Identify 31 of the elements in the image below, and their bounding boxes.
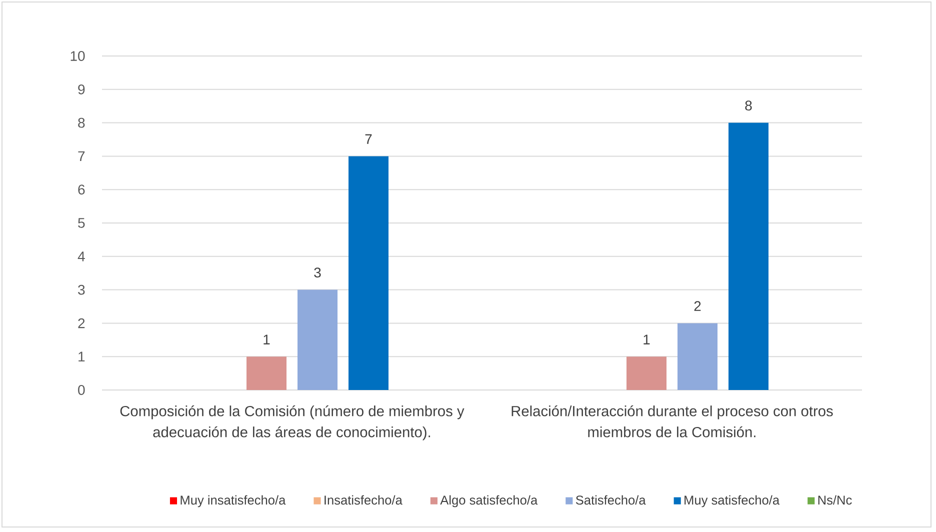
y-tick-label: 5 <box>78 218 85 228</box>
y-tick-label: 0 <box>78 385 85 395</box>
legend-label: Ns/Nc <box>818 495 852 505</box>
data-label: 7 <box>365 134 372 144</box>
data-label: 1 <box>644 334 650 344</box>
legend-label: Algo satisfecho/a <box>440 495 538 508</box>
data-label: 1 <box>264 334 270 344</box>
y-tick-label: 9 <box>78 84 85 94</box>
data-label: 8 <box>745 100 752 111</box>
y-tick-label: 3 <box>78 284 85 295</box>
data-label: 3 <box>314 268 321 278</box>
bar <box>246 356 287 390</box>
y-tick-label: 7 <box>78 151 85 162</box>
bar <box>677 323 718 390</box>
x-tick-label: Relación/Interacción durante el proceso con otros miembros de la Comisión. <box>512 405 833 438</box>
legend-label: Muy satisfecho/a <box>684 495 780 508</box>
legend-label: Satisfecho/a <box>576 495 646 505</box>
y-tick-label: 4 <box>78 252 85 262</box>
y-tick-label: 2 <box>78 318 85 328</box>
bar <box>626 356 666 390</box>
legend-label: Insatisfecho/a <box>324 495 402 505</box>
y-tick-label: 6 <box>78 184 85 195</box>
x-tick-label: Composición de la Comisión (número de miembros y adecuación de las áreas de conocimiento). <box>120 405 464 440</box>
y-tick-label: 8 <box>78 118 85 128</box>
bar <box>348 156 389 390</box>
bar <box>298 290 338 390</box>
data-label: 2 <box>694 301 701 311</box>
y-tick-label: 10 <box>70 51 85 61</box>
bar <box>728 122 768 390</box>
legend-label: Muy insatisfecho/a <box>180 495 286 508</box>
y-tick-label: 1 <box>78 352 85 362</box>
